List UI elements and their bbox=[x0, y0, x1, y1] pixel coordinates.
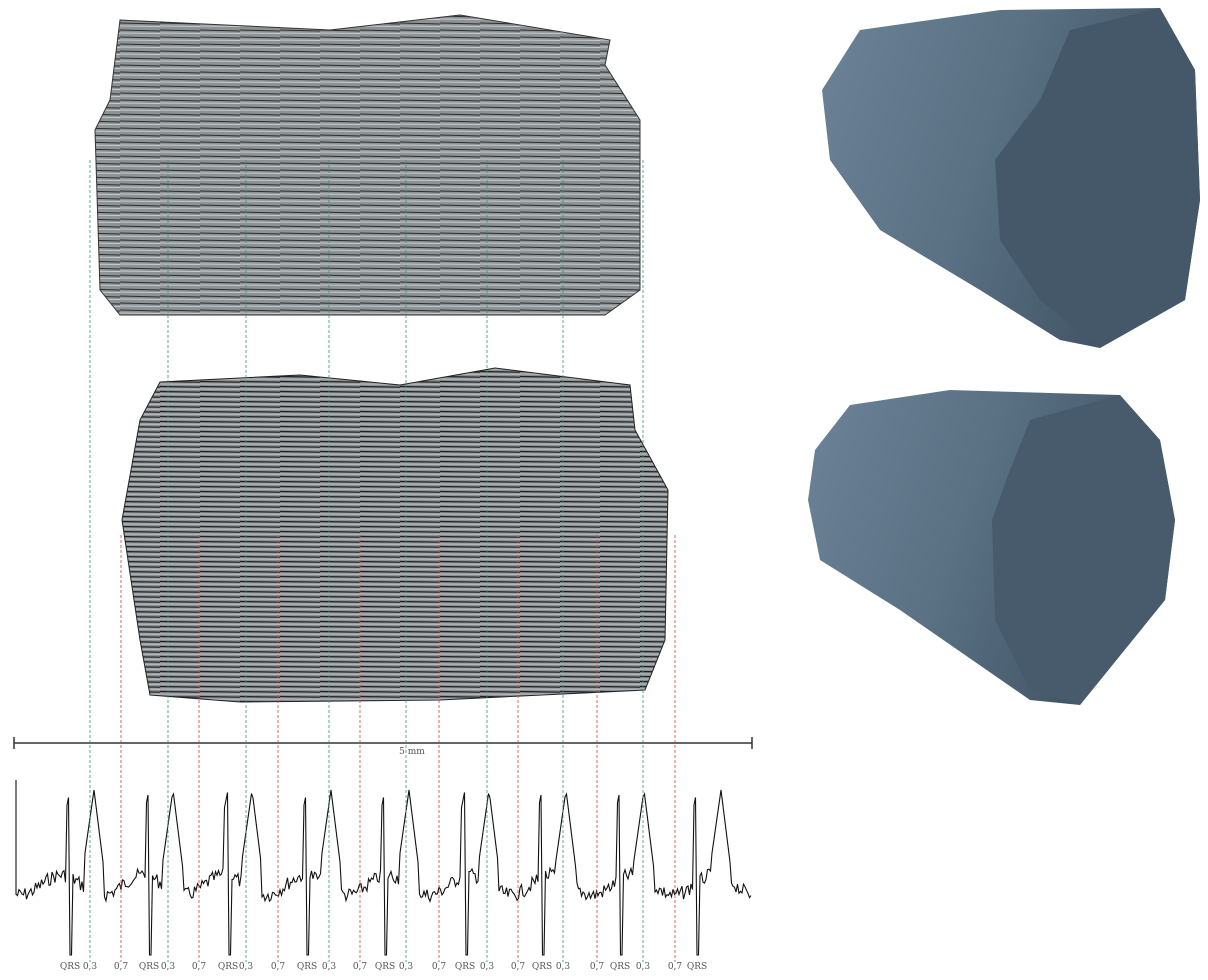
ecg-label: QRS bbox=[375, 962, 395, 972]
ecg-label: 0,3 bbox=[636, 962, 651, 972]
ecg-label: QRS bbox=[687, 962, 707, 972]
ecg-label: 0,3 bbox=[399, 962, 414, 972]
ecg-label: 0,7 bbox=[271, 962, 286, 972]
scale-bar-label: 5 mm bbox=[399, 747, 425, 757]
figure: 5 mm QRS0,30,7QRS0,30,7QRS0,30,7QRS0,30,… bbox=[0, 0, 1208, 976]
ecg-label: 0,3 bbox=[480, 962, 495, 972]
ecg-label: QRS bbox=[60, 962, 80, 972]
page: 5 mm QRS0,30,7QRS0,30,7QRS0,30,7QRS0,30,… bbox=[0, 0, 1208, 976]
ecg-label: 0,7 bbox=[590, 962, 605, 972]
mesh-top bbox=[95, 15, 640, 315]
ecg-label: QRS bbox=[297, 962, 317, 972]
ecg-label: QRS bbox=[532, 962, 552, 972]
ecg-label: 0,3 bbox=[556, 962, 571, 972]
ecg-label: QRS bbox=[218, 962, 238, 972]
ecg-trace bbox=[16, 780, 751, 955]
ecg-label: 0,7 bbox=[192, 962, 207, 972]
ecg-label: 0,7 bbox=[114, 962, 129, 972]
ecg-label: 0,3 bbox=[322, 962, 337, 972]
ecg-label: 0,3 bbox=[161, 962, 176, 972]
ecg-label: QRS bbox=[139, 962, 159, 972]
ecg-label: 0,3 bbox=[239, 962, 254, 972]
ecg-label: QRS bbox=[455, 962, 475, 972]
ecg-label: 0,7 bbox=[353, 962, 368, 972]
ecg-label: 0,7 bbox=[511, 962, 526, 972]
mesh-middle bbox=[122, 368, 668, 702]
ecg-label: 0,7 bbox=[668, 962, 683, 972]
ecg-label: QRS bbox=[610, 962, 630, 972]
ecg-label: 0,3 bbox=[83, 962, 98, 972]
ecg-label: 0,7 bbox=[432, 962, 447, 972]
